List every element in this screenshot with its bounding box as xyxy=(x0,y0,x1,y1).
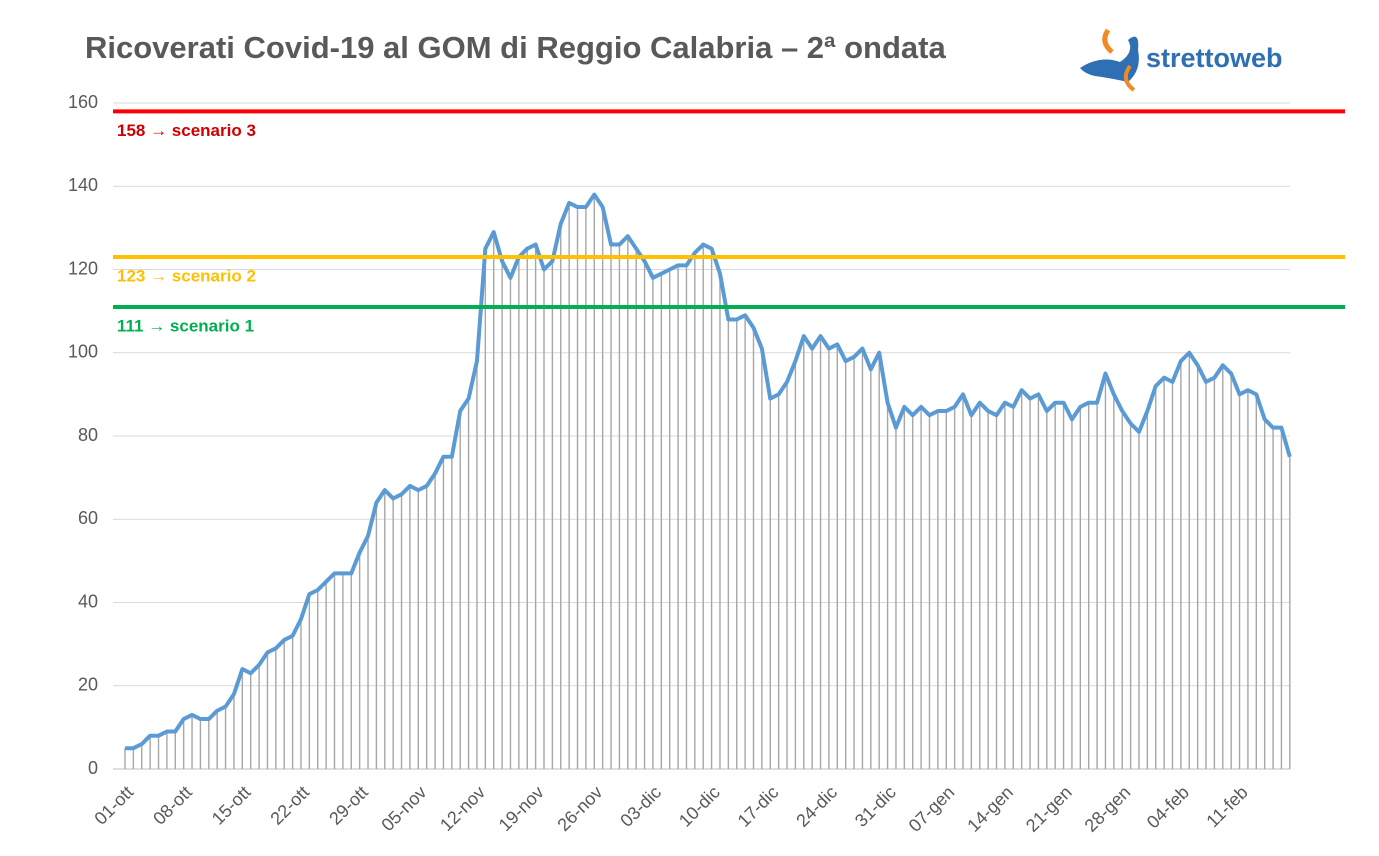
x-tick-label: 01-ott xyxy=(90,782,137,829)
x-tick-label: 31-dic xyxy=(851,782,900,831)
y-tick-label: 60 xyxy=(78,508,98,528)
x-tick-label: 14-gen xyxy=(963,782,1017,836)
y-tick-label: 140 xyxy=(68,175,98,195)
y-tick-label: 160 xyxy=(68,92,98,112)
x-tick-label: 29-ott xyxy=(325,782,372,829)
reference-label: 158 → scenario 3 xyxy=(117,121,256,140)
y-tick-label: 20 xyxy=(78,675,98,695)
y-tick-label: 0 xyxy=(88,758,98,778)
x-tick-label: 11-feb xyxy=(1202,782,1251,831)
x-tick-label: 19-nov xyxy=(495,782,548,835)
x-tick-label: 22-ott xyxy=(266,782,313,829)
x-tick-label: 26-nov xyxy=(553,782,606,835)
y-tick-label: 80 xyxy=(78,425,98,445)
y-tick-label: 100 xyxy=(68,342,98,362)
y-tick-label: 40 xyxy=(78,591,98,611)
x-tick-label: 07-gen xyxy=(905,782,959,836)
logo-swoosh xyxy=(1102,28,1114,54)
x-tick-label: 17-dic xyxy=(734,782,783,831)
series-line xyxy=(125,192,1292,751)
x-tick-label: 04-feb xyxy=(1143,782,1193,832)
x-tick-label: 10-dic xyxy=(675,782,724,831)
x-tick-label: 05-nov xyxy=(377,782,430,835)
y-tick-label: 120 xyxy=(68,258,98,278)
x-tick-label: 03-dic xyxy=(616,782,665,831)
x-tick-label: 12-nov xyxy=(436,782,489,835)
logo-shape xyxy=(1080,36,1139,82)
x-tick-label: 08-ott xyxy=(149,782,196,829)
logo-text: strettoweb xyxy=(1146,43,1283,73)
x-tick-label: 15-ott xyxy=(208,782,255,829)
x-tick-label: 24-dic xyxy=(792,782,841,831)
reference-label: 123 → scenario 2 xyxy=(117,266,256,285)
reference-label: 111 → scenario 1 xyxy=(117,316,254,335)
chart-title: Ricoverati Covid-19 al GOM di Reggio Cal… xyxy=(85,30,946,65)
logo-swoosh xyxy=(1123,64,1136,92)
x-tick-label: 28-gen xyxy=(1081,782,1135,836)
x-tick-label: 21-gen xyxy=(1022,782,1076,836)
logo: strettoweb xyxy=(1080,28,1283,92)
